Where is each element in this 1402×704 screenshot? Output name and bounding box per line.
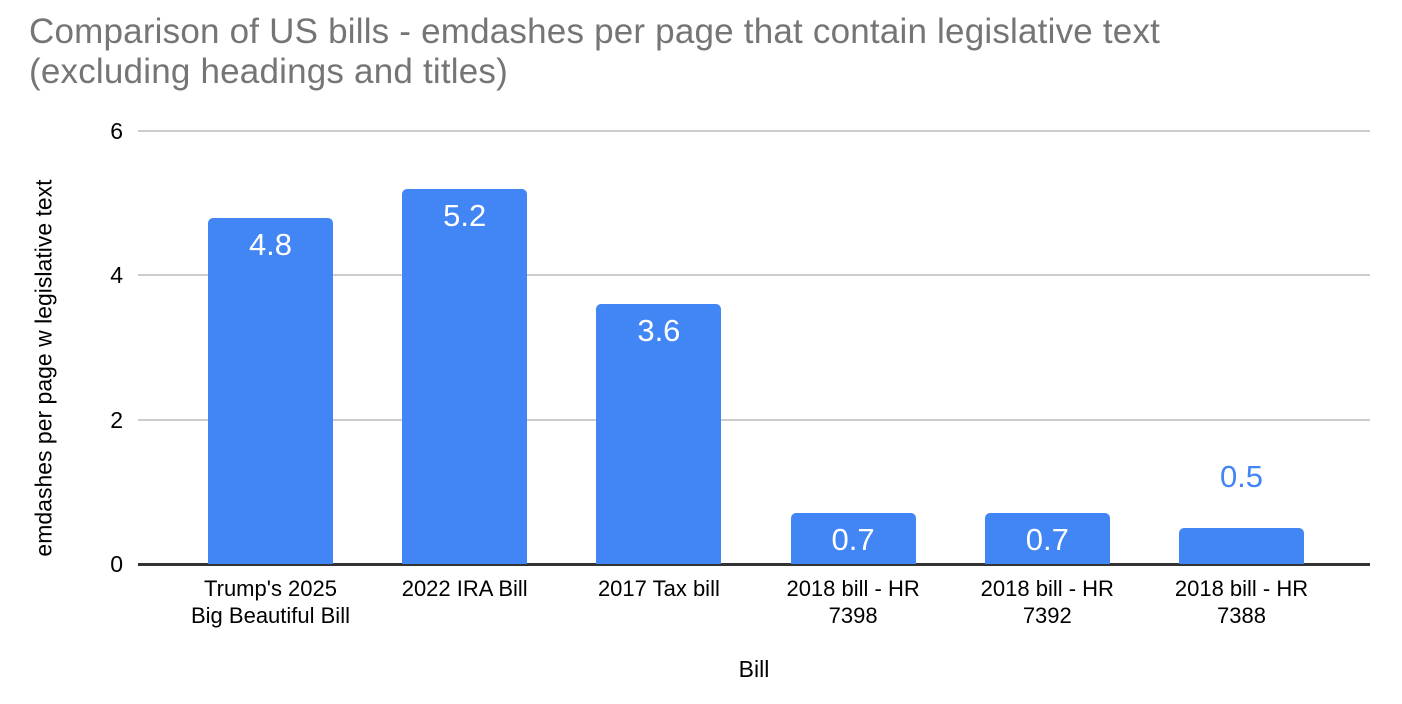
bar	[790, 513, 916, 564]
x-tick-label: 2017 Tax bill	[597, 576, 720, 601]
bar-value-label: 0.7	[831, 522, 875, 558]
chart-title: Comparison of US bills - emdashes per pa…	[29, 12, 1161, 91]
gridline	[138, 418, 1370, 421]
bar	[1179, 527, 1304, 564]
bar	[402, 188, 528, 564]
y-tick-label: 2	[110, 406, 123, 433]
x-axis-title: Bill	[738, 656, 770, 682]
y-axis-title: emdashes per page w legislative text	[30, 179, 57, 557]
x-tick-label: 2018 bill - HR 7392	[980, 576, 1114, 628]
bar-value-label: 3.6	[637, 313, 681, 349]
bar-value-label: 4.8	[248, 226, 293, 262]
plot-area: 4.8 5.2 3.6 0.7 0.7 0.5	[138, 130, 1370, 566]
bar-value-label: 0.5	[1219, 458, 1264, 494]
bar	[208, 217, 333, 564]
x-tick-label: 2018 bill - HR 7398	[786, 576, 920, 628]
x-tick-label: Trump's 2025 Big Beautiful Bill	[191, 576, 350, 628]
x-tick-label: 2022 IRA Bill	[401, 576, 528, 601]
x-tick-label: 2018 bill - HR 7388	[1174, 576, 1309, 628]
bar	[984, 513, 1110, 564]
x-axis-line	[138, 563, 1370, 566]
y-tick-label: 0	[110, 551, 123, 577]
bar-value-label: 5.2	[443, 197, 487, 233]
bar-value-label: 0.7	[1025, 522, 1069, 558]
gridline	[138, 130, 1370, 132]
bar	[596, 304, 722, 564]
y-tick-label: 6	[110, 118, 123, 144]
y-tick-label: 4	[110, 262, 123, 289]
gridline	[138, 274, 1370, 277]
